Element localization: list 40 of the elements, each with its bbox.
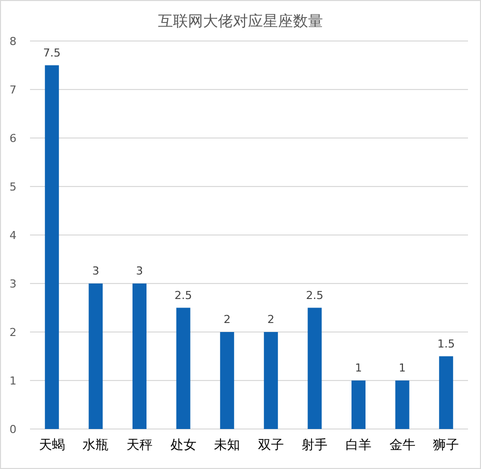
y-tick-label: 5 — [10, 180, 16, 194]
y-tick-label: 0 — [10, 423, 16, 436]
data-label: 7.5 — [43, 46, 61, 60]
x-tick-label: 金牛 — [389, 438, 416, 453]
y-tick-label: 2 — [10, 326, 16, 339]
bar — [176, 308, 190, 429]
bar — [352, 380, 366, 429]
bar — [132, 284, 146, 429]
data-label: 3 — [136, 264, 143, 278]
x-tick-label: 射手 — [302, 438, 328, 453]
bar — [439, 356, 454, 429]
bar — [264, 332, 278, 429]
y-tick-label: 1 — [10, 374, 16, 388]
y-tick-label: 3 — [10, 278, 16, 290]
bar — [220, 332, 234, 429]
x-tick-label: 未知 — [214, 438, 240, 453]
x-tick-label: 双子 — [258, 438, 284, 453]
chart-title: 互联网大佬对应星座数量 — [158, 12, 323, 30]
bar — [308, 308, 322, 429]
x-tick-label: 处女 — [170, 438, 196, 453]
x-tick-label: 狮子 — [433, 438, 460, 453]
y-tick-label: 7 — [10, 84, 16, 96]
data-label: 2.5 — [174, 288, 192, 302]
data-label: 3 — [92, 264, 100, 278]
data-label: 2 — [224, 313, 231, 326]
x-tick-label: 白羊 — [346, 438, 372, 453]
x-tick-label: 天秤 — [126, 438, 152, 453]
bar — [395, 380, 410, 429]
data-label: 1.5 — [437, 337, 455, 350]
data-label: 2 — [267, 313, 274, 326]
bar — [44, 65, 59, 429]
data-label: 1 — [398, 362, 406, 374]
y-tick-label: 8 — [10, 35, 16, 48]
data-label: 1 — [355, 362, 362, 374]
data-label: 2.5 — [306, 288, 324, 302]
y-tick-label: 6 — [10, 132, 16, 145]
x-tick-label: 天蝎 — [38, 438, 65, 453]
x-tick-label: 水瓶 — [82, 438, 109, 453]
bar — [88, 284, 103, 429]
y-tick-label: 4 — [10, 229, 16, 242]
